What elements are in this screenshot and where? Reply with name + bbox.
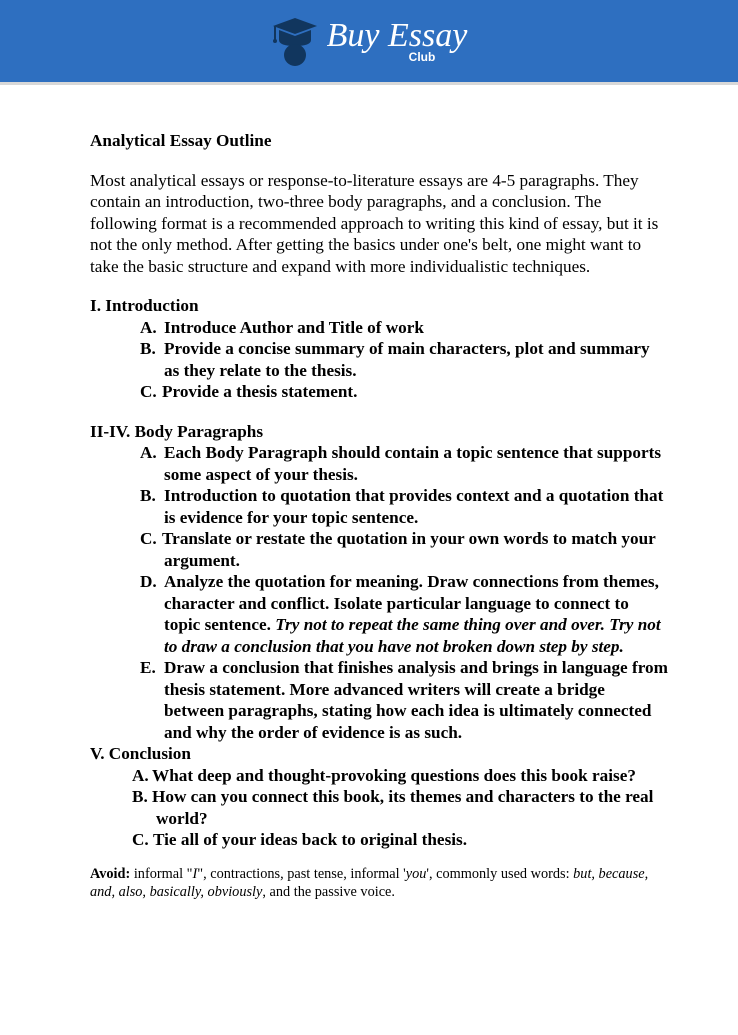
section-heading: I. Introduction (90, 295, 668, 317)
section-conclusion: V. Conclusion A.What deep and thought-pr… (90, 743, 668, 851)
section-items: A.What deep and thought-provoking questi… (90, 765, 668, 851)
section-body-paragraphs: II-IV. Body Paragraphs A.Each Body Parag… (90, 421, 668, 744)
document-title: Analytical Essay Outline (90, 130, 668, 152)
brand-name: Buy Essay (327, 19, 468, 53)
logo-text: Buy Essay Club (327, 19, 468, 63)
section-items: A.Introduce Author and Title of work B.P… (90, 317, 668, 403)
outline-item: A.Introduce Author and Title of work (140, 317, 668, 339)
graduate-icon (271, 16, 319, 66)
avoid-note: Avoid: informal "I", contractions, past … (90, 865, 668, 902)
outline-item: B.Introduction to quotation that provide… (140, 485, 668, 528)
outline-item: C.Translate or restate the quotation in … (140, 528, 668, 571)
outline-item: C.Tie all of your ideas back to original… (132, 829, 668, 851)
outline-item: C.Provide a thesis statement. (140, 381, 668, 403)
site-header: Buy Essay Club (0, 0, 738, 85)
section-heading: II-IV. Body Paragraphs (90, 421, 668, 443)
document-body: Analytical Essay Outline Most analytical… (0, 85, 738, 922)
section-heading: V. Conclusion (90, 743, 668, 765)
outline-item: B.Provide a concise summary of main char… (140, 338, 668, 381)
section-introduction: I. Introduction A.Introduce Author and T… (90, 295, 668, 403)
brand-sub: Club (409, 51, 436, 63)
outline-item: A.What deep and thought-provoking questi… (132, 765, 668, 787)
section-items: A.Each Body Paragraph should contain a t… (90, 442, 668, 743)
outline-item: D.Analyze the quotation for meaning. Dra… (140, 571, 668, 657)
outline-item: B.How can you connect this book, its the… (132, 786, 668, 829)
intro-paragraph: Most analytical essays or response-to-li… (90, 170, 668, 278)
outline-item: A.Each Body Paragraph should contain a t… (140, 442, 668, 485)
outline-item: E.Draw a conclusion that finishes analys… (140, 657, 668, 743)
